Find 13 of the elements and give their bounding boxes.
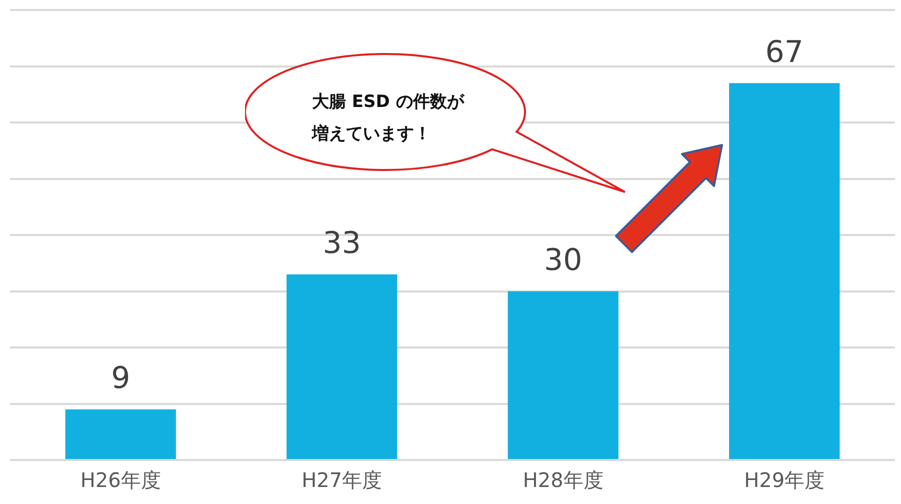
data-label: 67 (765, 34, 804, 70)
bar (286, 274, 398, 459)
data-label: 30 (544, 243, 582, 278)
data-label: 9 (111, 361, 130, 396)
data-label: 33 (322, 226, 361, 262)
bar (65, 409, 176, 459)
x-tick-label: H29年度 (744, 468, 825, 492)
annotation: 大腸 ESD の件数が増えています！ (312, 91, 466, 146)
bar (729, 83, 840, 459)
x-tick-label: H27年度 (302, 468, 382, 492)
bar (508, 291, 618, 459)
x-tick-label: H26年度 (80, 468, 161, 492)
x-tick-label: H28年度 (522, 468, 604, 492)
